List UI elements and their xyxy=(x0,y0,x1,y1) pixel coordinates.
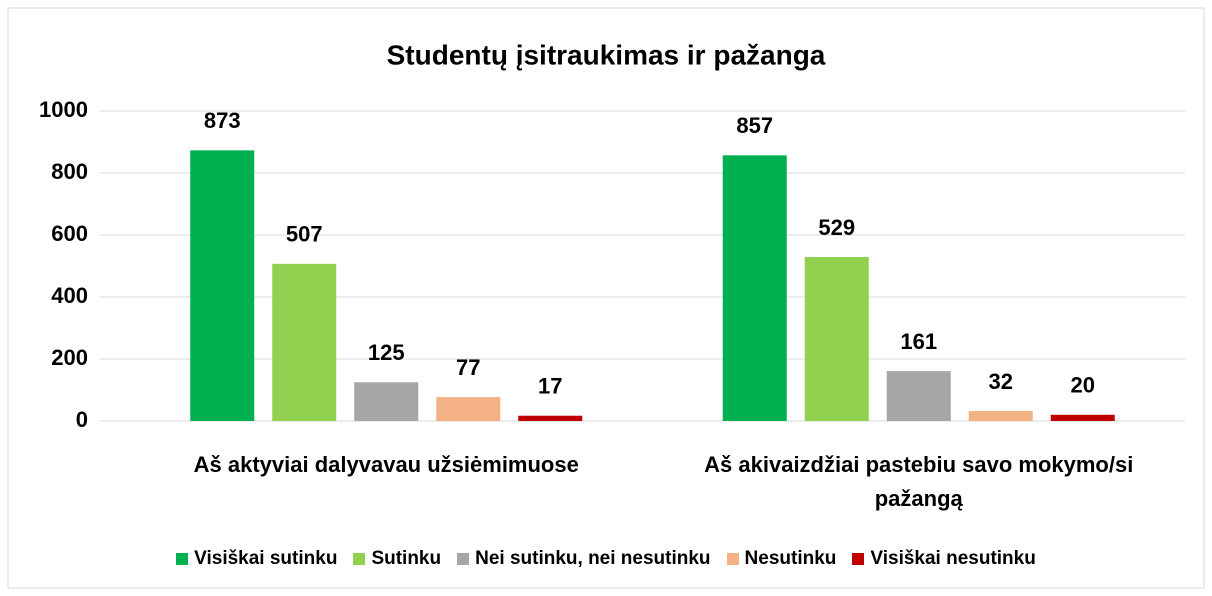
bar xyxy=(886,371,951,421)
y-tick-label: 200 xyxy=(51,345,88,370)
legend-item: Visiškai sutinku xyxy=(176,548,337,570)
y-tick-label: 600 xyxy=(51,221,88,246)
data-label: 857 xyxy=(736,113,773,138)
bar xyxy=(518,415,583,421)
data-label: 873 xyxy=(204,108,241,133)
data-label: 125 xyxy=(368,340,405,365)
data-label: 161 xyxy=(900,329,937,354)
x-tick-label: Aš akivaizdžiai pastebiu savo mokymo/si … xyxy=(704,452,1134,511)
bar xyxy=(190,150,255,421)
data-label: 507 xyxy=(286,222,323,247)
data-label: 20 xyxy=(1071,373,1095,398)
legend-label: Visiškai sutinku xyxy=(194,548,338,569)
legend-swatch xyxy=(353,553,366,565)
bar xyxy=(722,155,787,421)
y-tick-label: 1000 xyxy=(39,97,88,122)
y-tick-label: 400 xyxy=(51,283,88,308)
legend-label: Nesutinku xyxy=(744,548,837,569)
bar xyxy=(968,411,1033,421)
legend-item: Sutinku xyxy=(353,548,441,570)
bar xyxy=(804,257,869,421)
legend-label: Sutinku xyxy=(371,548,442,569)
legend-item: Nei sutinku, nei nesutinku xyxy=(457,548,711,570)
y-tick-label: 0 xyxy=(76,407,88,432)
legend-item: Visiškai nesutinku xyxy=(852,548,1036,570)
data-label: 32 xyxy=(989,369,1013,394)
x-tick-label: Aš aktyviai dalyvavau užsiėmimuose xyxy=(193,452,579,477)
legend-swatch xyxy=(176,553,189,565)
data-label: 77 xyxy=(456,355,480,380)
legend-item: Nesutinku xyxy=(726,548,837,570)
data-label: 17 xyxy=(538,374,562,399)
legend-swatch xyxy=(852,553,865,565)
bar xyxy=(436,397,501,421)
bar xyxy=(354,382,419,421)
data-label: 529 xyxy=(818,215,855,240)
legend: Visiškai sutinku Sutinku Nei sutinku, nei … xyxy=(0,548,1212,570)
y-tick-label: 800 xyxy=(51,159,88,184)
chart-border xyxy=(7,7,1205,589)
chart-title: Studentų įsitraukimas ir pažanga xyxy=(387,39,826,70)
bar xyxy=(272,263,337,421)
legend-label: Visiškai nesutinku xyxy=(870,548,1036,569)
bar xyxy=(1050,414,1115,421)
legend-swatch xyxy=(726,553,739,565)
legend-label: Nei sutinku, nei nesutinku xyxy=(475,548,711,569)
legend-swatch xyxy=(457,553,470,565)
